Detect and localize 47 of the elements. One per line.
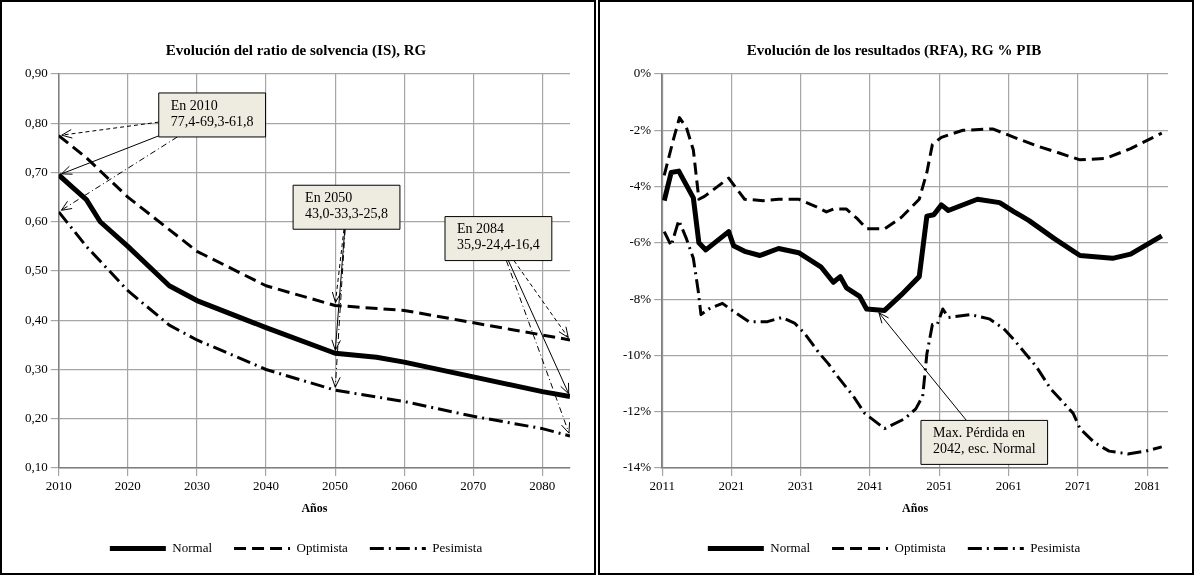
y-tick-label: 0,80 [25,114,48,130]
y-tick-label: 0,30 [25,360,48,376]
x-axis-title: Años [902,500,929,515]
x-tick-label: 2021 [718,478,745,494]
x-tick-label: 2051 [926,478,953,494]
annotation: En 2084 35,9-24,4-16,4 [457,221,540,253]
y-tick-label: -14% [622,459,652,475]
x-tick-label: 2031 [787,478,814,494]
annotation: Max. Pérdida en 2042, esc. Normal [932,425,1036,457]
legend-label: Optimista [894,539,947,555]
annotation: En 2050 43,0-33,3-25,8 [305,189,388,221]
x-tick-label: 2080 [529,478,556,494]
y-tick-label: -10% [622,346,652,362]
chart-title: Evolución de los resultados (RFA), RG % PIB [746,41,1042,59]
y-tick-label: 0,70 [25,163,48,179]
x-tick-label: 2011 [649,478,675,494]
y-tick-label: 0,40 [25,311,48,327]
chart-title: Evolución del ratio de solvencia (IS), RG [165,41,427,59]
y-tick-label: -12% [622,403,652,419]
x-tick-label: 2071 [1064,478,1091,494]
x-tick-label: 2050 [322,478,349,494]
y-tick-label: 0,50 [25,262,48,278]
annotation: En 2010 77,4-69,3-61,8 [170,97,254,129]
legend-label: Pesimista [1030,539,1081,555]
y-tick-label: 0,10 [25,459,48,475]
x-tick-label: 2020 [114,478,141,494]
y-tick-label: -2% [629,121,652,137]
y-tick-label: -4% [629,177,652,193]
y-tick-label: 0,60 [25,213,48,229]
x-tick-label: 2070 [460,478,487,494]
y-tick-label: 0,90 [25,65,48,81]
legend-label: Normal [172,539,213,555]
y-tick-label: -6% [629,234,652,250]
legend-label: Normal [770,539,811,555]
legend-label: Optimista [296,539,349,555]
y-tick-label: -8% [629,290,652,306]
x-tick-label: 2081 [1134,478,1161,494]
x-tick-label: 2030 [183,478,210,494]
x-tick-label: 2041 [857,478,884,494]
legend-label: Pesimista [432,539,483,555]
y-tick-label: 0,20 [25,410,48,426]
x-tick-label: 2040 [253,478,280,494]
x-axis-title: Años [301,500,328,515]
x-tick-label: 2061 [995,478,1022,494]
x-tick-label: 2010 [45,478,72,494]
y-tick-label: 0% [633,65,652,81]
x-tick-label: 2060 [391,478,418,494]
